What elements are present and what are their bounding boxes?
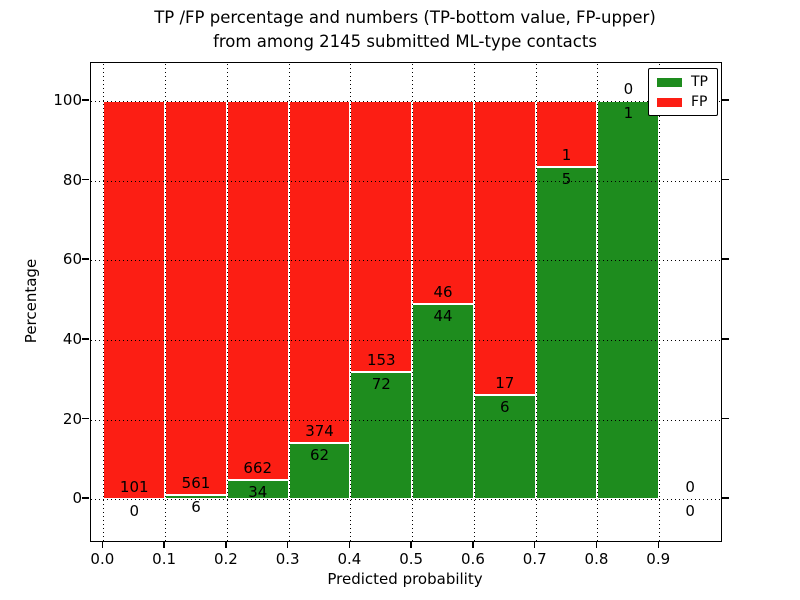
legend-entry-tp: TP — [657, 75, 708, 89]
fp-count-label: 1 — [561, 146, 572, 165]
fp-count-label: 101 — [119, 478, 149, 497]
chart-title: TP /FP percentage and numbers (TP-bottom… — [90, 6, 720, 54]
legend-label: FP — [691, 94, 708, 110]
gridline-vertical — [473, 63, 475, 541]
y-tick-mark — [81, 497, 89, 499]
gridline-vertical — [350, 63, 352, 541]
x-tick-label: 0.8 — [584, 550, 609, 568]
gridline-vertical — [226, 63, 228, 541]
x-tick-label: 0.9 — [646, 550, 671, 568]
chart-title-line1: TP /FP percentage and numbers (TP-bottom… — [154, 8, 656, 27]
x-tick-mark — [410, 541, 412, 548]
y-tick-label: 20 — [62, 409, 82, 428]
tp-count-label: 0 — [685, 502, 695, 521]
y-tick-mark-right — [721, 258, 729, 260]
gridline-horizontal — [91, 419, 721, 421]
tp-swatch-icon — [657, 77, 682, 87]
legend: TP FP — [648, 68, 718, 116]
gridline-vertical — [597, 63, 599, 541]
y-tick-label: 100 — [53, 90, 82, 109]
bar-tp-segment — [412, 304, 474, 500]
bar-fp-segment — [226, 100, 289, 480]
fp-count-label: 374 — [305, 421, 334, 440]
y-tick-mark-right — [721, 338, 729, 340]
y-tick-mark-right — [721, 417, 729, 420]
x-tick-mark — [225, 541, 227, 548]
y-tick-mark-right — [721, 497, 729, 499]
bar-fp-segment — [473, 100, 536, 396]
x-tick-label: 0.1 — [152, 550, 177, 568]
tp-count-label: 62 — [309, 445, 330, 464]
y-tick-label: 0 — [72, 489, 82, 508]
gridline-vertical — [535, 63, 537, 541]
x-tick-label: 0.3 — [275, 550, 300, 568]
y-tick-mark — [81, 417, 89, 420]
x-tick-mark — [163, 541, 165, 548]
gridline-vertical — [165, 63, 167, 541]
tp-count-label: 0 — [129, 502, 140, 521]
x-tick-label: 0.7 — [522, 550, 547, 568]
tp-count-label: 6 — [500, 398, 510, 417]
fp-count-label: 561 — [181, 473, 211, 492]
fp-swatch-icon — [657, 97, 682, 107]
y-tick-mark — [81, 99, 89, 101]
legend-entry-fp: FP — [657, 95, 708, 109]
bar-tp-segment — [350, 371, 413, 500]
y-tick-label: 40 — [62, 329, 82, 348]
bar-tp-segment — [597, 100, 660, 500]
fp-count-label: 17 — [495, 374, 515, 393]
y-tick-mark-right — [721, 99, 729, 101]
tp-count-label: 44 — [433, 307, 453, 326]
legend-label: TP — [691, 74, 708, 90]
x-tick-mark — [286, 541, 289, 548]
gridline-horizontal — [91, 499, 721, 501]
y-tick-mark — [81, 338, 89, 340]
x-tick-mark — [472, 541, 474, 548]
bar-fp-segment — [412, 100, 474, 305]
gridline-vertical — [288, 63, 290, 541]
x-tick-label: 0.2 — [213, 550, 238, 568]
gridline-horizontal — [91, 339, 721, 341]
tp-count-label: 1 — [623, 103, 634, 122]
x-tick-mark — [657, 541, 659, 548]
gridline-horizontal — [91, 260, 721, 262]
bar-tp-segment — [288, 442, 351, 500]
gridline-horizontal — [91, 180, 721, 182]
bar-fp-segment — [350, 100, 413, 372]
x-tick-label: 0.0 — [90, 550, 115, 568]
tp-count-label: 5 — [561, 170, 572, 189]
tp-count-label: 6 — [191, 497, 201, 516]
y-tick-label: 60 — [62, 250, 82, 269]
y-tick-label: 80 — [62, 170, 82, 189]
x-tick-label: 0.5 — [399, 550, 424, 568]
x-axis-label: Predicted probability — [327, 570, 483, 588]
bar-fp-segment — [165, 100, 227, 495]
plot-area: TP FP 101 0 561 6 662 34 374 62 153 72 46 44 17 6 1 5 0 1 0… — [90, 62, 722, 542]
gridline-vertical — [103, 63, 105, 541]
tp-count-label: 72 — [371, 374, 391, 393]
chart-title-line2: from among 2145 submitted ML-type contac… — [213, 32, 597, 51]
y-tick-mark — [81, 178, 89, 181]
gridline-horizontal — [91, 100, 721, 102]
x-tick-label: 0.6 — [461, 550, 485, 568]
x-tick-mark — [534, 541, 536, 548]
fp-count-label: 662 — [243, 458, 273, 477]
fp-count-label: 0 — [623, 79, 634, 98]
x-tick-label: 0.4 — [337, 550, 362, 568]
x-tick-mark — [101, 541, 104, 548]
fp-count-label: 153 — [366, 350, 396, 369]
fp-count-label: 0 — [685, 478, 695, 497]
bar-fp-segment — [103, 100, 166, 500]
y-tick-mark — [81, 258, 89, 260]
bar-fp-segment — [288, 100, 351, 443]
gridline-vertical — [659, 63, 661, 541]
x-tick-mark — [595, 541, 598, 548]
gridline-vertical — [412, 63, 414, 541]
bar-tp-segment — [535, 167, 598, 500]
y-tick-mark-right — [721, 178, 729, 181]
tp-count-label: 34 — [248, 482, 268, 501]
fp-count-label: 46 — [433, 283, 453, 302]
x-tick-mark — [348, 541, 351, 548]
